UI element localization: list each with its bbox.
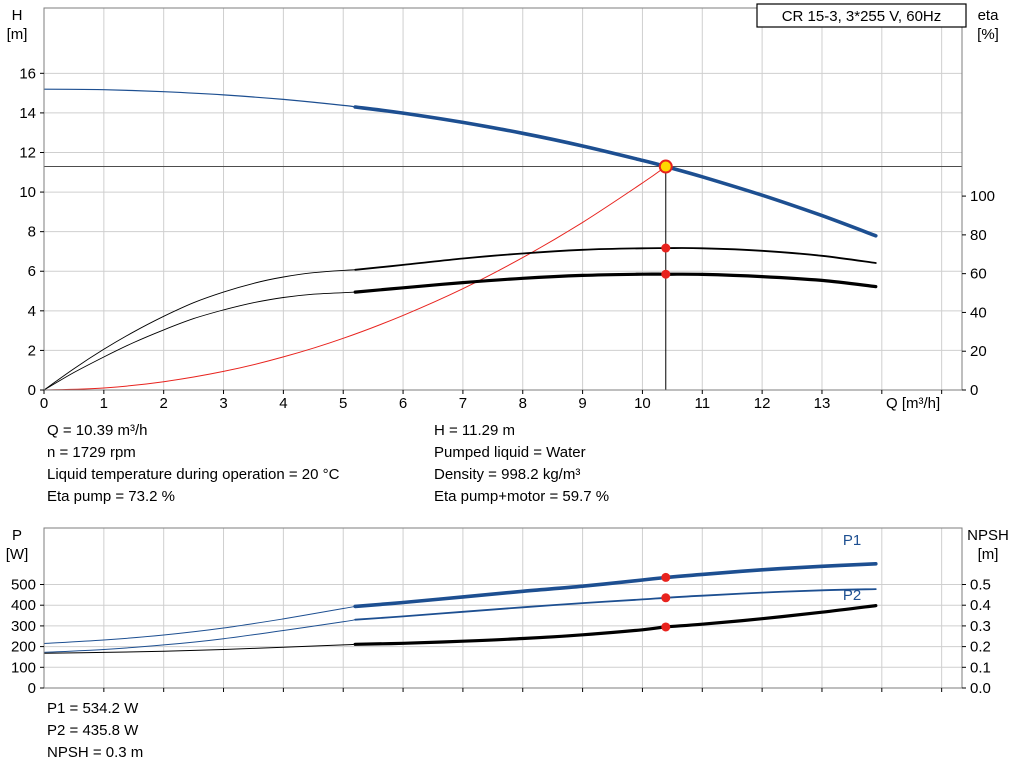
speed-value-line: n = 1729 rpm [47,444,136,461]
y-left-tick-label: 500 [11,577,36,594]
operating-dot-marker [661,572,671,582]
operating-dot-marker [661,269,671,279]
head-value-line: H = 11.29 m [434,422,516,439]
y-left-tick-label: 6 [28,263,36,280]
npsh-extension-curve [43,643,356,654]
operating-info-right: H = 11.29 m Pumped liquid = Water Densit… [434,420,609,508]
plot-border [43,527,963,689]
y-right-tick-label: 60 [970,266,987,283]
y-left-tick-label: 14 [19,105,36,122]
x-tick-label: 6 [399,395,407,412]
y-left-axis-label: [W] [6,546,29,563]
x-tick-label: 8 [519,395,527,412]
duty-point-marker [658,159,673,174]
power-info: P1 = 534.2 W P2 = 435.8 W NPSH = 0.3 m [47,698,143,764]
y-right-tick-label: 0 [970,382,978,399]
hq-chart: 0 1 2 3 4 5 6 7 8 9 10 11 12 130246810121416020406080… [7,3,1000,412]
x-tick-label: 13 [814,395,831,412]
x-tick-label: 3 [219,395,227,412]
liquid-temp-line: Liquid temperature during operation = 20… [47,466,340,483]
y-right-tick-label: 0.4 [970,597,991,614]
x-tick-label: 2 [160,395,168,412]
eta-pump-line: Eta pump = 73.2 % [47,488,175,505]
hq-extension-curve [43,88,356,108]
curve-label-p2: P2 [843,587,861,604]
x-tick-label: 12 [754,395,771,412]
y-right-tick-label: 0.2 [970,639,991,656]
p2-value-line: P2 = 435.8 W [47,722,139,739]
y-left-axis-label: H [12,7,23,24]
eta-pump-curve [354,247,877,271]
pumped-liquid-line: Pumped liquid = Water [434,444,586,461]
y-right-tick-label: 0.1 [970,659,991,676]
y-left-tick-label: 0 [28,680,36,697]
operating-dot-marker [661,593,671,603]
y-right-tick-label: 0.0 [970,680,991,697]
npsh-value-line: NPSH = 0.3 m [47,744,144,761]
eta-pump-motor-line: Eta pump+motor = 59.7 % [434,488,610,505]
y-right-tick-label: 40 [970,304,987,321]
chart-title: CR 15-3, 3*255 V, 60Hz [782,8,942,25]
p2-extension-curve [43,619,356,653]
operating-dot-marker [661,622,671,632]
plot-border [43,7,963,391]
y-right-tick-label: 100 [970,188,995,205]
hq-main-curve [353,105,878,238]
y-left-tick-label: 300 [11,618,36,635]
y-left-tick-label: 0 [28,382,36,399]
eta-pump-motor-extension-curve [43,291,356,391]
x-axis-label: Q [m³/h] [886,395,940,412]
eta-pump-extension-curve [43,269,356,391]
y-right-tick-label: 0.5 [970,577,991,594]
y-right-tick-label: 80 [970,227,987,244]
y-right-tick-label: 20 [970,343,987,360]
y-right-axis-label: NPSH [967,527,1009,544]
p1-curve [353,562,878,609]
operating-dot-marker [661,243,671,253]
x-tick-label: 5 [339,395,347,412]
y-left-tick-label: 2 [28,342,36,359]
q-value-line: Q = 10.39 m³/h [47,422,148,439]
y-left-axis-label: P [12,527,22,544]
y-right-tick-label: 0.3 [970,618,991,635]
x-tick-label: 7 [459,395,467,412]
y-left-tick-label: 400 [11,597,36,614]
y-left-tick-label: 100 [11,659,36,676]
x-tick-label: 10 [634,395,651,412]
y-left-tick-label: 4 [28,303,36,320]
y-right-axis-label: [%] [977,26,999,43]
x-tick-label: 0 [40,395,48,412]
x-tick-label: 4 [279,395,287,412]
x-tick-label: 11 [694,395,710,412]
p1-value-line: P1 = 534.2 W [47,700,139,717]
operating-info-left: Q = 10.39 m³/h n = 1729 rpm Liquid tempe… [47,420,339,508]
y-left-tick-label: 16 [19,65,36,82]
title-box [756,3,967,28]
system-curve [43,166,667,391]
y-right-axis-label: [m] [978,546,999,563]
y-left-tick-label: 8 [28,224,36,241]
density-line: Density = 998.2 kg/m³ [434,466,581,483]
y-left-tick-label: 200 [11,639,36,656]
y-right-axis-label: eta [978,7,1000,24]
eta-pump-motor-curve [353,272,878,294]
p2-curve [354,588,877,621]
x-tick-label: 1 [100,395,108,412]
npsh-curve [353,604,878,646]
x-tick-label: 9 [578,395,586,412]
y-left-tick-label: 10 [19,184,36,201]
y-left-tick-label: 12 [19,144,36,161]
y-left-axis-label: [m] [7,26,28,43]
curve-label-p1: P1 [843,532,861,549]
p1-extension-curve [43,605,356,644]
power-npsh-chart: 0 100 200 300 400 500 0.0 0.1 0.2 0.3 0.4 0.5 P1 P2 P [… [6,527,1009,697]
